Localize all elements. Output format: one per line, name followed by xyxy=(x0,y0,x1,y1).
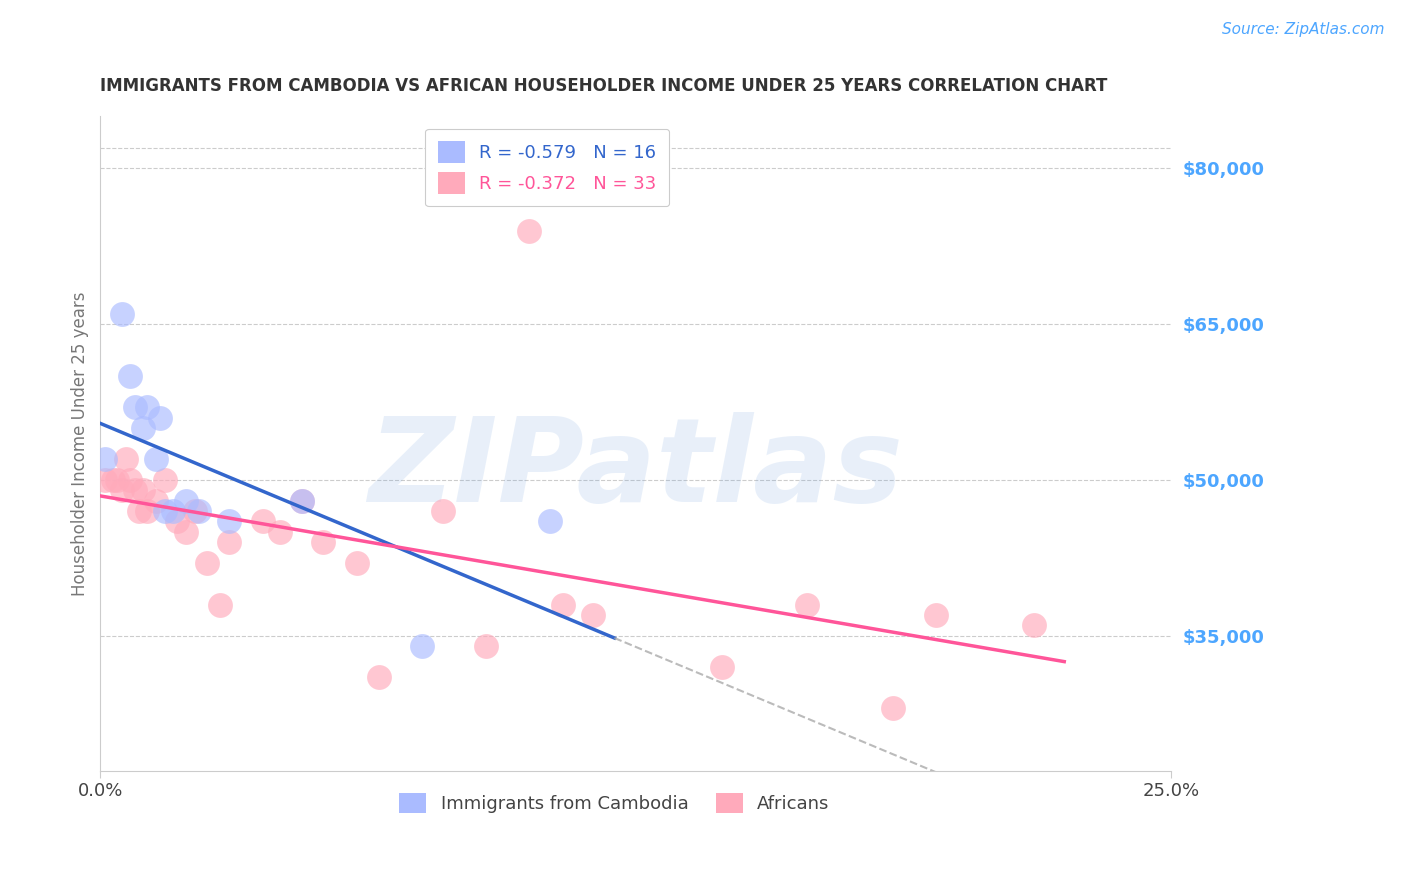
Text: IMMIGRANTS FROM CAMBODIA VS AFRICAN HOUSEHOLDER INCOME UNDER 25 YEARS CORRELATIO: IMMIGRANTS FROM CAMBODIA VS AFRICAN HOUS… xyxy=(100,78,1108,95)
Point xyxy=(103,473,125,487)
Point xyxy=(115,452,138,467)
Legend: Immigrants from Cambodia, Africans: Immigrants from Cambodia, Africans xyxy=(392,786,837,821)
Text: Source: ZipAtlas.com: Source: ZipAtlas.com xyxy=(1222,22,1385,37)
Point xyxy=(432,504,454,518)
Point xyxy=(174,524,197,539)
Point xyxy=(517,224,540,238)
Point xyxy=(209,598,232,612)
Point xyxy=(132,483,155,498)
Point xyxy=(174,493,197,508)
Text: ZIPatlas: ZIPatlas xyxy=(368,412,903,527)
Point xyxy=(218,515,240,529)
Point xyxy=(710,660,733,674)
Point xyxy=(291,493,314,508)
Point xyxy=(153,473,176,487)
Point xyxy=(120,369,142,384)
Point xyxy=(124,401,146,415)
Point xyxy=(925,607,948,622)
Point xyxy=(128,504,150,518)
Point xyxy=(796,598,818,612)
Point xyxy=(149,410,172,425)
Point xyxy=(538,515,561,529)
Point xyxy=(93,452,115,467)
Point xyxy=(252,515,274,529)
Point xyxy=(582,607,605,622)
Point xyxy=(269,524,291,539)
Point xyxy=(107,473,129,487)
Point xyxy=(551,598,574,612)
Point xyxy=(153,504,176,518)
Point xyxy=(111,307,134,321)
Point xyxy=(197,556,219,570)
Point xyxy=(124,483,146,498)
Point xyxy=(120,473,142,487)
Y-axis label: Householder Income Under 25 years: Householder Income Under 25 years xyxy=(72,292,89,596)
Point xyxy=(882,701,904,715)
Point xyxy=(411,639,433,653)
Point xyxy=(346,556,368,570)
Point xyxy=(312,535,335,549)
Point xyxy=(132,421,155,435)
Point xyxy=(475,639,498,653)
Point xyxy=(166,515,188,529)
Point xyxy=(136,401,159,415)
Point xyxy=(218,535,240,549)
Point xyxy=(367,670,389,684)
Point xyxy=(111,483,134,498)
Point xyxy=(291,493,314,508)
Point xyxy=(145,493,167,508)
Point xyxy=(183,504,205,518)
Point xyxy=(93,473,115,487)
Point xyxy=(1024,618,1046,632)
Point xyxy=(136,504,159,518)
Point xyxy=(162,504,184,518)
Point xyxy=(145,452,167,467)
Point xyxy=(187,504,209,518)
